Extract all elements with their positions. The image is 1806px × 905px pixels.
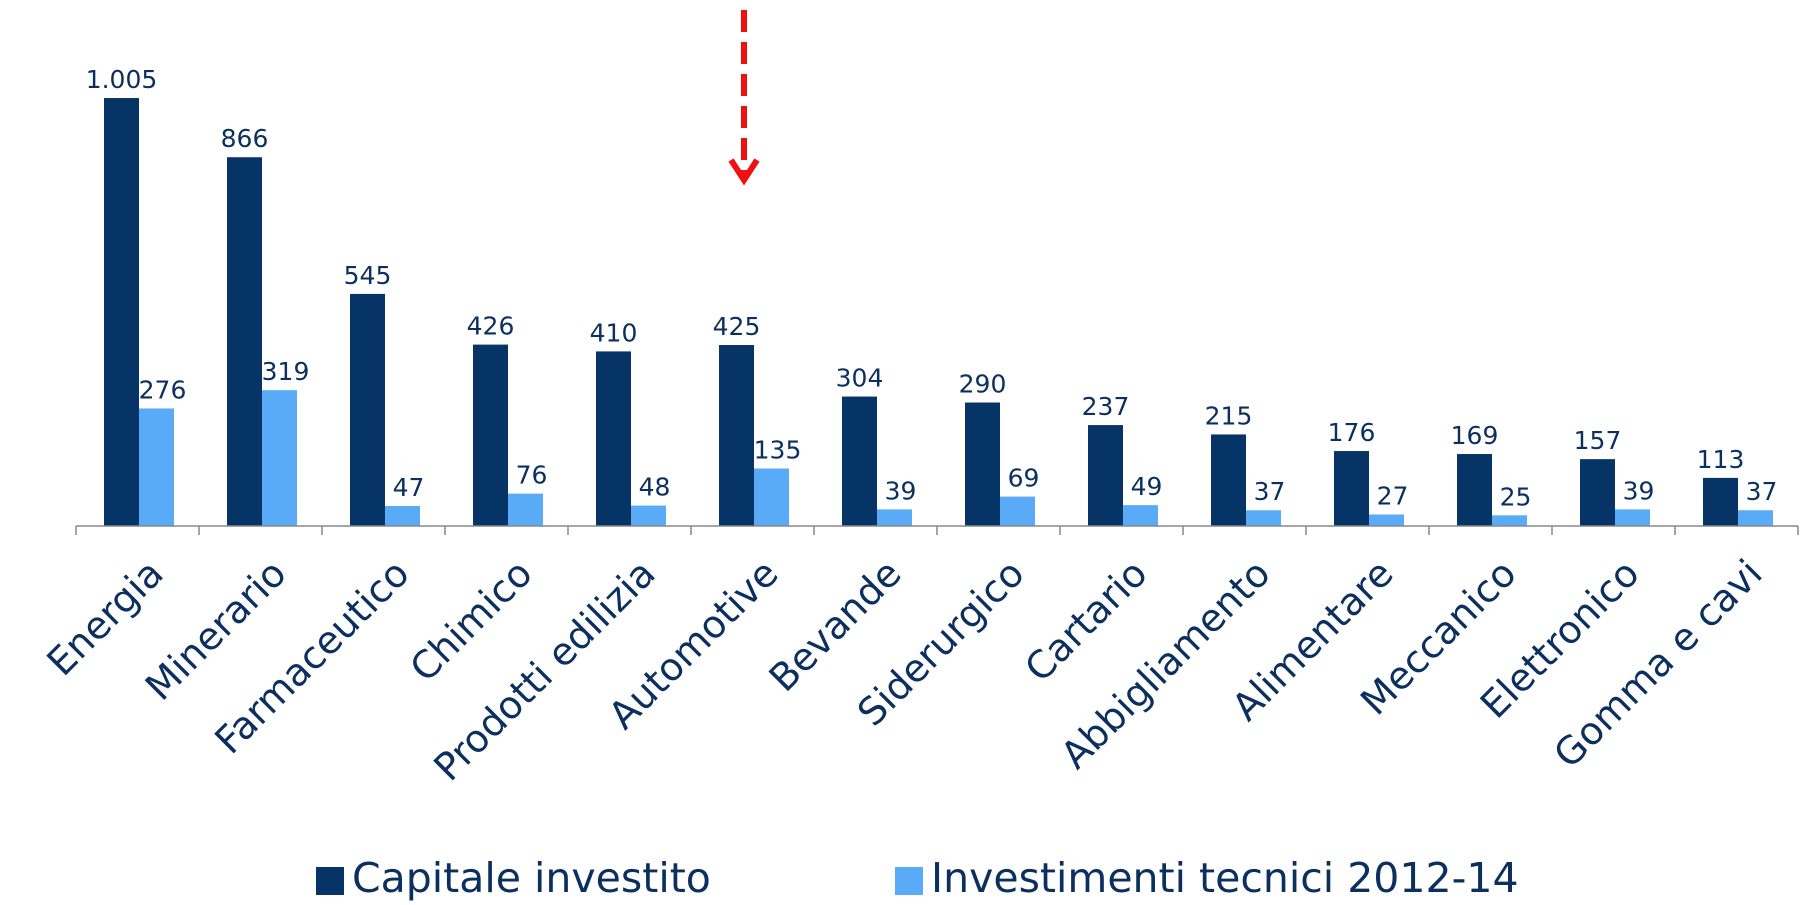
bar (1492, 515, 1527, 526)
data-label: 49 (1131, 472, 1163, 501)
data-label: 27 (1377, 482, 1409, 511)
data-label: 237 (1082, 392, 1130, 421)
data-label: 176 (1328, 418, 1376, 447)
bar (139, 408, 174, 526)
legend-label: Capitale investito (352, 854, 711, 902)
bar (1246, 510, 1281, 526)
bar (1369, 514, 1404, 526)
data-label: 304 (836, 364, 884, 393)
data-label: 113 (1697, 445, 1745, 474)
data-label: 157 (1574, 426, 1622, 455)
data-label: 76 (516, 461, 548, 490)
data-label: 319 (262, 357, 310, 386)
bar (1000, 496, 1035, 526)
data-label: 1.005 (86, 65, 158, 94)
data-label: 410 (590, 318, 638, 347)
bar (965, 402, 1000, 526)
bar (104, 98, 139, 526)
data-label: 37 (1746, 477, 1778, 506)
data-label: 425 (713, 312, 761, 341)
bar (596, 351, 631, 526)
bar (262, 390, 297, 526)
data-label: 290 (959, 370, 1007, 399)
legend-swatch (895, 867, 923, 895)
data-label: 215 (1205, 401, 1253, 430)
bar (877, 509, 912, 526)
bar (1457, 454, 1492, 526)
bar (1334, 451, 1369, 526)
bar (1580, 459, 1615, 526)
bar (1088, 425, 1123, 526)
data-label: 69 (1008, 464, 1040, 493)
data-label: 426 (467, 312, 515, 341)
data-label: 37 (1254, 477, 1286, 506)
data-label: 39 (885, 476, 917, 505)
bar (631, 505, 666, 526)
bar (473, 344, 508, 526)
data-label: 39 (1623, 476, 1655, 505)
data-label: 545 (344, 261, 392, 290)
bar (1123, 505, 1158, 526)
highlight-arrow (728, 10, 760, 186)
legend-swatch (316, 867, 344, 895)
data-label: 48 (639, 473, 671, 502)
bar (227, 157, 262, 526)
bar (842, 396, 877, 526)
bar (1738, 510, 1773, 526)
bar (508, 493, 543, 526)
bar (719, 345, 754, 526)
bar (1211, 434, 1246, 526)
bar (385, 505, 420, 526)
bar (1615, 509, 1650, 526)
data-label: 135 (754, 436, 802, 465)
bar (350, 293, 385, 526)
x-tick-label: Gomma e cavi (1545, 551, 1770, 776)
x-tick-label: Prodotti edilizia (425, 551, 663, 789)
data-label: 169 (1451, 421, 1499, 450)
bar (1703, 477, 1738, 526)
x-tick-label: Abbigliamento (1052, 551, 1278, 777)
data-label: 25 (1500, 482, 1532, 511)
legend-label: Investimenti tecnici 2012-14 (931, 854, 1519, 902)
data-label: 866 (221, 124, 269, 153)
data-label: 276 (139, 375, 187, 404)
data-label: 47 (393, 473, 425, 502)
bar (754, 468, 789, 526)
